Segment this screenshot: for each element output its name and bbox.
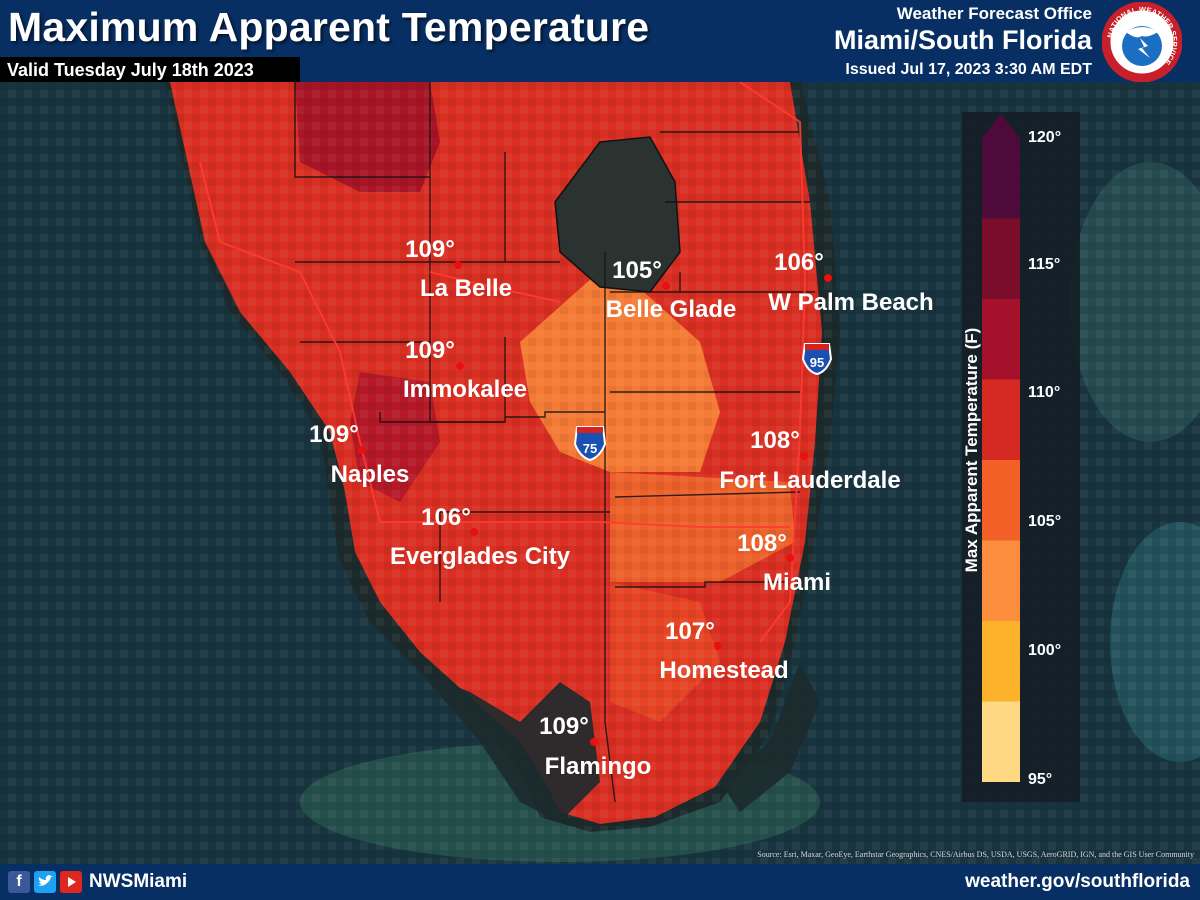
issued-time: Issued Jul 17, 2023 3:30 AM EDT [845,61,1092,78]
office-line2: Miami/South Florida [833,25,1092,55]
label-belle-glade: Belle Glade [606,296,737,323]
label-naples: Naples [331,461,410,488]
social-links: f NWSMiami [8,871,187,893]
header-bar: Maximum Apparent Temperature Valid Tuesd… [0,0,1200,83]
legend-tick-100: 100° [1028,642,1062,659]
valid-date: Valid Tuesday July 18th 2023 [0,57,300,83]
city-naples: 109° Naples [309,421,409,488]
nws-logo-icon: NATIONAL WEATHER SERVICE [1102,2,1182,82]
i75-shield: 75 [573,426,607,462]
label-miami: Miami [763,569,831,596]
legend-swatch [982,540,1020,622]
temp-belle-glade: 105° [612,257,662,284]
temp-flamingo: 109° [539,713,589,740]
label-w-palm-beach: W Palm Beach [768,289,933,316]
office-line1: Weather Forecast Office [896,4,1092,23]
legend-swatch [982,701,1020,782]
temp-everglades-city: 106° [421,504,471,531]
i95-shield: 95 [801,343,833,376]
website-link[interactable]: weather.gov/southflorida [965,871,1190,892]
label-fort-lauderdale: Fort Lauderdale [719,467,900,494]
temp-immokalee: 109° [405,337,455,364]
city-immokalee: 109° Immokalee [403,337,527,403]
facebook-icon[interactable]: f [8,871,30,893]
temp-naples: 109° [309,421,359,448]
svg-text:95: 95 [810,355,824,370]
legend-swatch [982,299,1020,380]
legend-swatch [982,621,1020,702]
svg-text:75: 75 [583,441,597,456]
legend-tick-95: 95° [1028,771,1053,788]
legend-tick-115: 115° [1028,256,1061,273]
county-lines [294,82,815,803]
legend-swatch [982,138,1020,219]
source-credit: Source: Esri, Maxar, GeoEye, Earthstar G… [757,850,1194,859]
legend-tick-105: 105° [1028,513,1062,530]
legend-panel [962,112,1080,802]
city-flamingo: 109° Flamingo [539,713,651,780]
city-homestead: 107° Homestead [659,618,788,684]
legend-swatch [982,460,1020,541]
temp-w-palm-beach: 106° [774,249,824,276]
legend-arrow [982,114,1020,138]
legend-tick-110: 110° [1028,384,1061,401]
temp-la-belle: 109° [405,236,455,263]
temp-miami: 108° [737,530,787,557]
office-name: Weather Forecast Office Miami/South Flor… [834,4,1092,56]
label-homestead: Homestead [659,657,788,684]
label-everglades-city: Everglades City [390,543,571,570]
city-belle-glade: 105° Belle Glade [606,257,737,323]
twitter-icon[interactable] [34,871,56,893]
footer-bar: f NWSMiami weather.gov/southflorida [0,864,1200,900]
label-la-belle: La Belle [420,275,512,302]
legend-colorbar [982,114,1020,782]
city-miami: 108° Miami [737,530,831,596]
label-flamingo: Flamingo [545,753,652,780]
social-handle[interactable]: NWSMiami [89,871,188,892]
legend-swatch [982,379,1020,461]
legend-swatch [982,218,1020,300]
youtube-icon[interactable] [60,871,82,893]
ten-thousand-islands [420,672,600,822]
city-la-belle: 109° La Belle [405,236,512,302]
city-w-palm-beach: 106° W Palm Beach [768,249,933,316]
city-everglades-city: 106° Everglades City [390,504,571,570]
city-fort-lauderdale: 108° Fort Lauderdale [719,427,900,494]
biscayne-coast [720,662,820,812]
label-immokalee: Immokalee [403,376,527,403]
map-title: Maximum Apparent Temperature [8,4,650,50]
legend-tick-120: 120° [1028,129,1062,146]
temp-homestead: 107° [665,618,715,645]
temp-fort-lauderdale: 108° [750,427,800,454]
